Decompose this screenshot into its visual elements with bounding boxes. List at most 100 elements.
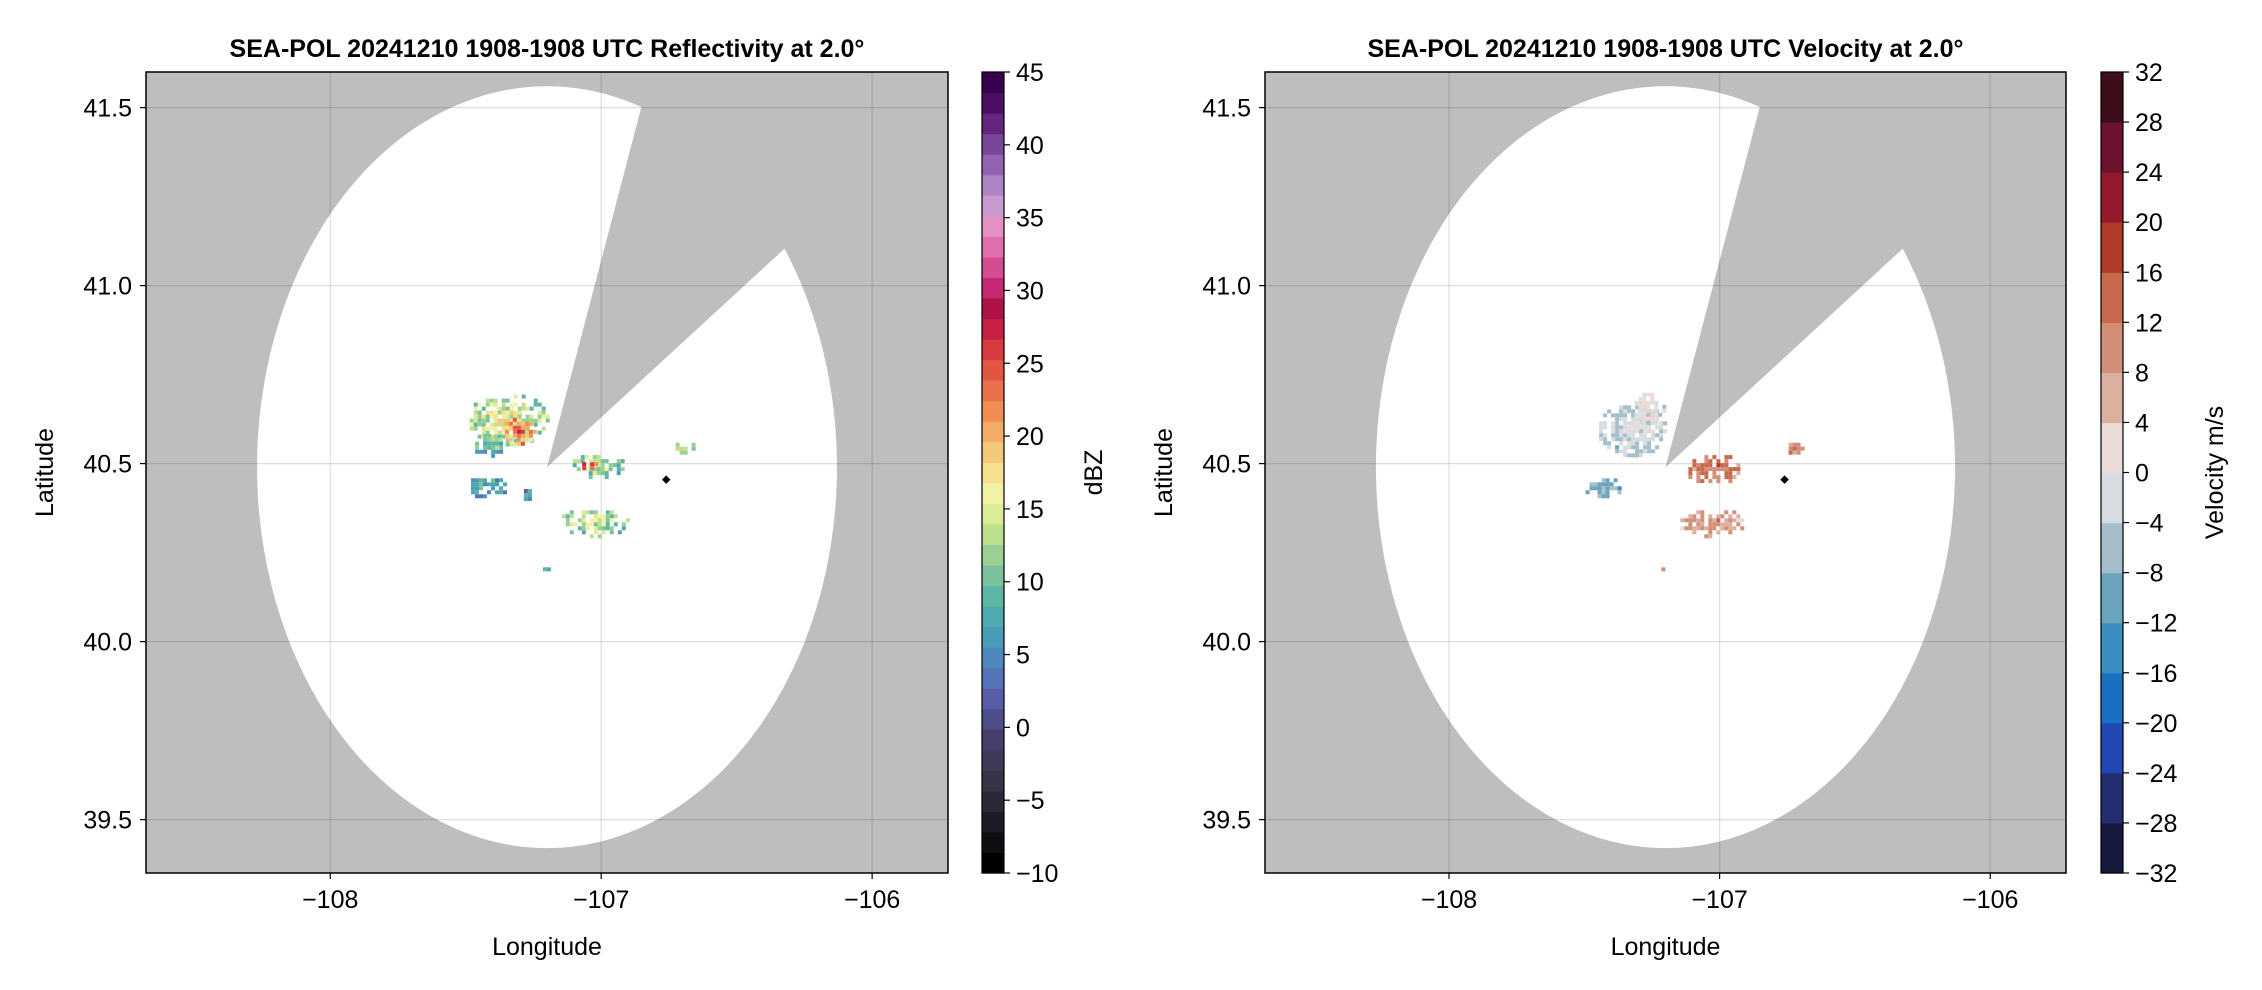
colorbar-band	[982, 256, 1004, 278]
colorbar-tick-label: −8	[2135, 560, 2164, 588]
colorbar-band	[982, 667, 1004, 689]
plot-area	[1265, 72, 2066, 873]
colorbar-frame	[981, 71, 1005, 874]
colorbar-band	[982, 421, 1004, 443]
colorbar-band	[2101, 322, 2123, 373]
colorbar-band	[982, 174, 1004, 196]
echo-cell	[1634, 392, 1667, 425]
colorbar-tick-label: 32	[2135, 59, 2163, 87]
colorbar-band	[2101, 222, 2123, 273]
colorbar-band	[982, 749, 1004, 771]
colorbar-band	[982, 318, 1004, 340]
colorbar-band	[982, 339, 1004, 361]
colorbar-tick-label: 0	[2135, 460, 2149, 488]
x-tick-label: −106	[844, 886, 900, 914]
grid-lines	[146, 72, 948, 873]
colorbar-tick-label: 40	[1016, 132, 1044, 160]
tick-labels: −108 −107 −106 39.5 40.0 40.5 41.0 41.5	[83, 95, 900, 914]
axes-frame	[1264, 71, 2067, 874]
colorbar-band	[982, 462, 1004, 484]
colorbar-band	[982, 811, 1004, 833]
y-tick-label: 39.5	[1202, 807, 1251, 835]
colorbar-tick-label: 0	[1016, 714, 1030, 742]
colorbar-band	[2101, 372, 2123, 424]
colorbar-label: dBZ	[1080, 450, 1108, 496]
colorbar-tick-label: −24	[2135, 760, 2178, 788]
colorbar-tick-label: −32	[2135, 860, 2177, 888]
echo-cell	[1688, 455, 1741, 484]
echo-cell	[675, 442, 696, 455]
tick-labels: −108 −107 −106 39.5 40.0 40.5 41.0 41.5	[1202, 95, 2018, 914]
echo-cell	[1661, 567, 1666, 572]
echo-cell	[1788, 442, 1805, 455]
colorbar-label: Velocity m/s	[2201, 406, 2229, 539]
colorbar-band	[982, 544, 1004, 566]
colorbar-band	[982, 647, 1004, 669]
colorbar: −10 −5 0 5 10 15 20 25 30 35 40 45 dBZ	[981, 59, 1108, 888]
colorbar-tick-label: 20	[2135, 209, 2163, 237]
echo-cell	[582, 462, 599, 471]
y-tick-label: 41.0	[83, 273, 132, 301]
colorbar-band	[982, 770, 1004, 792]
colorbar-tick-label: 24	[2135, 159, 2163, 187]
y-axis-label: Latitude	[31, 428, 59, 517]
colorbar-tick-label: 12	[2135, 309, 2163, 337]
y-axis-label: Latitude	[1150, 428, 1178, 517]
echo-cell	[542, 567, 551, 572]
colorbar-band	[2101, 722, 2123, 774]
colorbar-band	[982, 195, 1004, 217]
x-tick-label: −108	[1421, 886, 1477, 914]
y-tick-label: 41.5	[83, 95, 132, 123]
site-marker	[1780, 475, 1789, 484]
colorbar-band	[982, 441, 1004, 463]
colorbar-tick-label: 5	[1016, 642, 1030, 670]
colorbar-tick-label: 8	[2135, 359, 2149, 387]
colorbar-tick-label: 4	[2135, 409, 2149, 437]
site-marker	[661, 475, 671, 484]
y-tick-label: 39.5	[83, 807, 132, 835]
echo-cell	[523, 489, 532, 501]
echo-cell	[504, 417, 537, 446]
y-tick-label: 41.0	[1202, 273, 1251, 301]
colorbar-tick-label: 35	[1016, 205, 1044, 233]
colorbar-band	[982, 72, 1004, 94]
echo-cell	[1585, 478, 1622, 499]
colorbar-tick-label: 20	[1016, 423, 1044, 451]
echo-cell	[572, 455, 625, 480]
colorbar-band	[2101, 672, 2123, 724]
colorbar-tick-label: 25	[1016, 350, 1044, 378]
colorbar-tick-label: 16	[2135, 259, 2163, 287]
y-tick-label: 41.5	[1202, 95, 1251, 123]
echo-cell	[475, 433, 504, 458]
grid-lines	[1265, 72, 2066, 873]
colorbar-tick-label: −5	[1016, 787, 1045, 815]
echo-cell	[561, 510, 630, 539]
colorbar-tick-label: −4	[2135, 510, 2164, 538]
axes-frame	[145, 71, 949, 874]
colorbar-band	[2101, 622, 2123, 674]
y-tick-label: 40.5	[1202, 451, 1251, 479]
colorbar-band	[2101, 522, 2123, 574]
panel-1: −108 −107 −106 39.5 40.0 40.5 41.0 41.5 SEA-POL …	[31, 35, 1108, 961]
colorbar-band	[982, 400, 1004, 422]
colorbar-band	[2101, 472, 2123, 524]
colorbar-band	[2101, 172, 2123, 223]
colorbar-band	[982, 503, 1004, 525]
colorbar-band	[982, 606, 1004, 628]
colorbar-band	[982, 790, 1004, 812]
colorbar-tick-label: −12	[2135, 610, 2177, 638]
x-tick-label: −108	[302, 886, 358, 914]
radar-echoes	[469, 394, 696, 572]
x-axis-label: Longitude	[1611, 933, 1721, 961]
colorbar-band	[982, 688, 1004, 710]
y-tick-label: 40.0	[1202, 629, 1251, 657]
colorbar-tick-label: 45	[1016, 59, 1044, 87]
radar-coverage-area	[1375, 86, 1956, 849]
colorbar-tick-label: −10	[1016, 860, 1058, 888]
radar-coverage-area	[257, 86, 837, 849]
colorbar-band	[982, 523, 1004, 545]
y-tick-label: 40.5	[83, 451, 132, 479]
colorbar-band	[982, 564, 1004, 587]
colorbar-band	[2101, 772, 2123, 824]
chart-title: SEA-POL 20241210 1908-1908 UTC Reflectiv…	[230, 35, 865, 63]
